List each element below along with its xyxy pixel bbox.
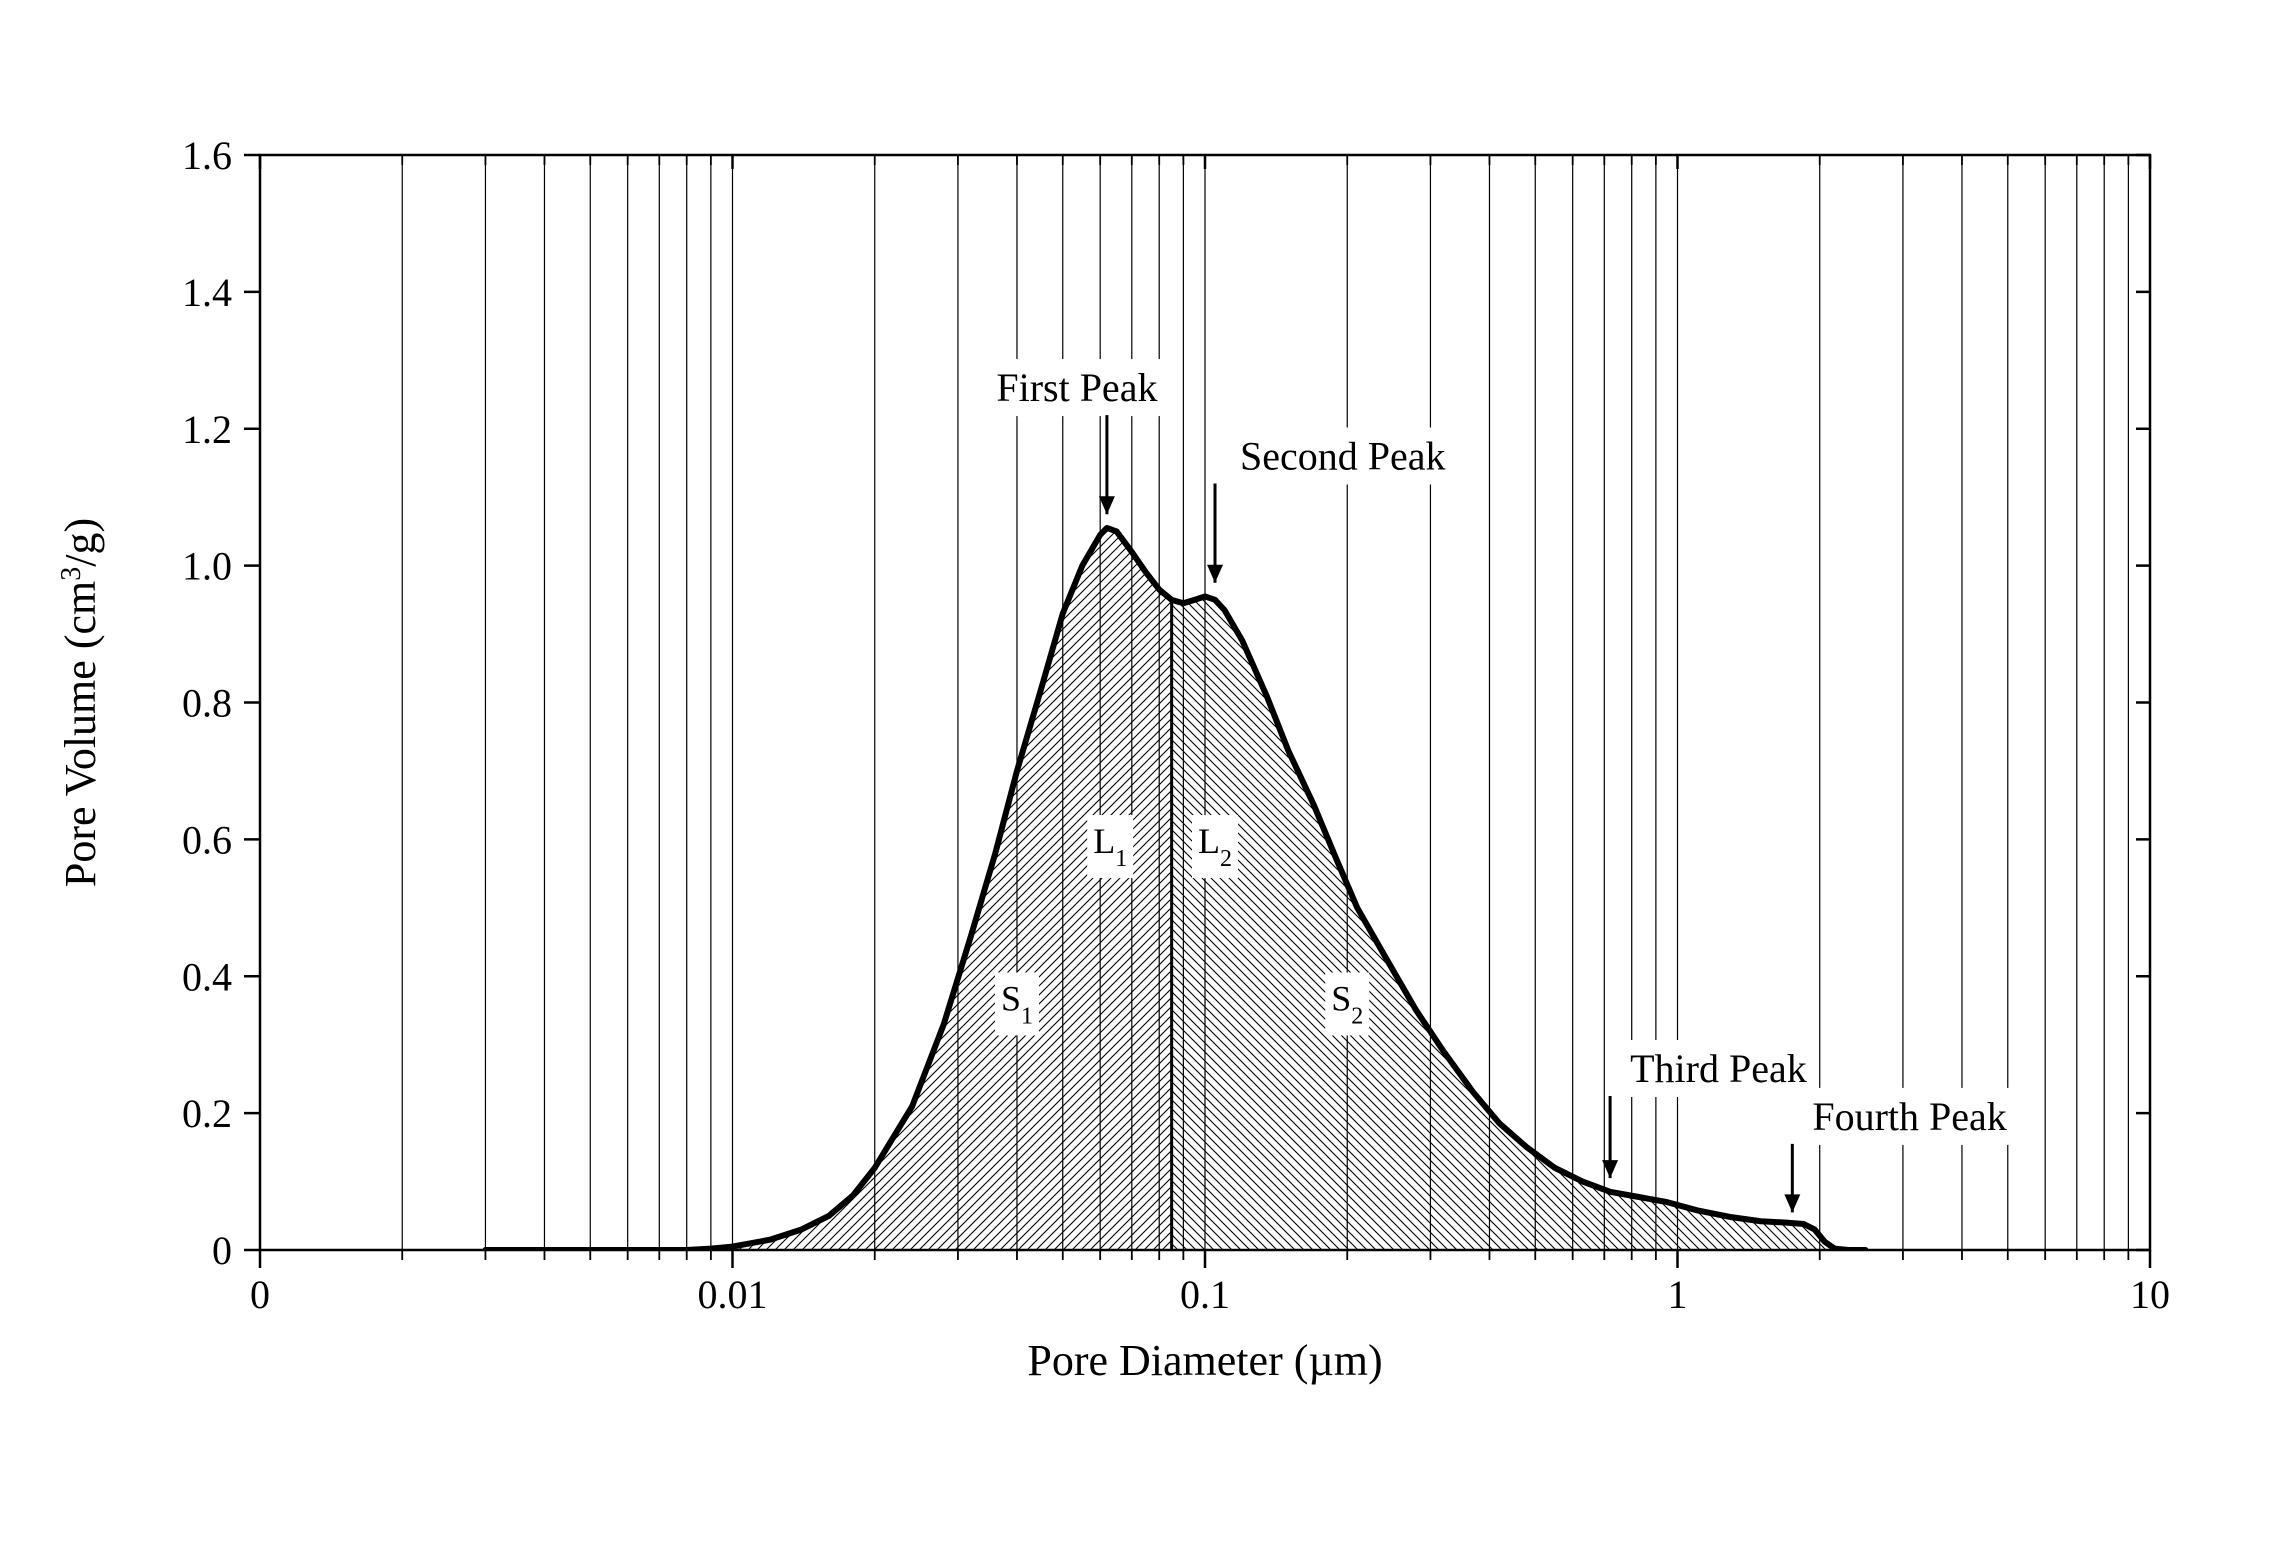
fourth_peak-label: Fourth Peak bbox=[1812, 1094, 2006, 1139]
x-tick-label: 0.01 bbox=[698, 1272, 768, 1317]
y-tick-label: 0.2 bbox=[182, 1091, 232, 1136]
y-tick-label: 1.4 bbox=[182, 270, 232, 315]
chart-svg: 0 0.2 0.4 0.6 0.8 1.0 1.2 1.4 1.6 0 0.01 0.1 1 10 Pore… bbox=[0, 0, 2269, 1544]
region-S1: S1 bbox=[995, 972, 1039, 1035]
first_peak-annotation: First Peak bbox=[990, 359, 1163, 416]
fourth_peak-annotation: Fourth Peak bbox=[1806, 1088, 2012, 1145]
x-tick-label: 0.1 bbox=[1180, 1272, 1230, 1317]
y-tick-label: 1.2 bbox=[182, 407, 232, 452]
first_peak-label: First Peak bbox=[996, 365, 1157, 410]
second_peak-label: Second Peak bbox=[1240, 434, 1446, 479]
third_peak-label: Third Peak bbox=[1630, 1046, 1807, 1091]
y-tick-label: 0 bbox=[212, 1228, 232, 1273]
y-tick-label: 1.0 bbox=[182, 544, 232, 589]
y-tick-label: 0.8 bbox=[182, 681, 232, 726]
y-tick-label: 0.6 bbox=[182, 817, 232, 862]
second_peak-annotation: Second Peak bbox=[1234, 428, 1452, 485]
x-tick-label: 0 bbox=[250, 1272, 270, 1317]
y-tick-label: 1.6 bbox=[182, 133, 232, 178]
third_peak-annotation: Third Peak bbox=[1624, 1040, 1813, 1097]
region-L2: L2 bbox=[1192, 815, 1238, 878]
pore-distribution-chart: 0 0.2 0.4 0.6 0.8 1.0 1.2 1.4 1.6 0 0.01 0.1 1 10 Pore… bbox=[0, 0, 2269, 1544]
y-tick-label: 0.4 bbox=[182, 954, 232, 999]
region-L1: L1 bbox=[1087, 815, 1133, 878]
x-tick-label: 10 bbox=[2130, 1272, 2170, 1317]
x-axis-label: Pore Diameter (µm) bbox=[1027, 1336, 1382, 1385]
region-S2: S2 bbox=[1325, 972, 1369, 1035]
x-tick-label: 1 bbox=[1668, 1272, 1688, 1317]
